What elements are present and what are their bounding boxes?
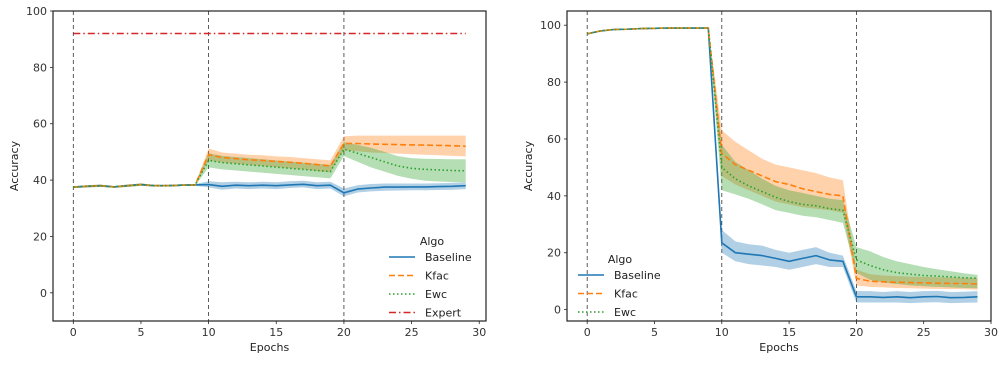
band-ewc xyxy=(587,27,978,289)
ytick-label: 100 xyxy=(540,19,561,32)
legend-entry-ewc: Ewc xyxy=(614,306,636,319)
xtick-label: 5 xyxy=(137,326,144,339)
plot-area xyxy=(586,11,978,321)
ytick-label: 20 xyxy=(547,247,561,260)
chart-panel-2: 0 5 10 15 20 25 30 0 20 40 60 80 100 Epochs Accuracy Al… xyxy=(522,10,998,354)
xtick-label: 20 xyxy=(849,326,863,339)
x-axis-label: Epochs xyxy=(759,341,799,354)
ytick-label: 80 xyxy=(547,76,561,89)
ytick-label: 100 xyxy=(26,5,47,18)
legend-title: Algo xyxy=(608,253,633,266)
legend-entry-kfac: Kfac xyxy=(425,270,449,283)
legend-entry-kfac: Kfac xyxy=(614,288,638,301)
chart-panel-1: 0 5 10 15 20 25 30 0 20 40 60 80 100 Epochs Accuracy Al… xyxy=(8,5,487,354)
xtick-label: 15 xyxy=(782,326,796,339)
xtick-label: 0 xyxy=(584,326,591,339)
xtick-label: 25 xyxy=(405,326,419,339)
xtick-label: 5 xyxy=(651,326,658,339)
band-kfac xyxy=(587,27,978,290)
legend: Algo Baseline Kfac Ewc Expert xyxy=(389,235,472,320)
plot-area xyxy=(72,11,466,321)
band-kfac xyxy=(73,135,466,188)
y-axis-label: Accuracy xyxy=(522,140,535,191)
band-ewc xyxy=(73,142,466,188)
xtick-label: 0 xyxy=(70,326,77,339)
legend-title: Algo xyxy=(420,235,445,248)
band-baseline xyxy=(587,27,978,304)
xtick-label: 10 xyxy=(202,326,216,339)
line-kfac xyxy=(587,27,978,285)
legend-entry-baseline: Baseline xyxy=(425,251,472,264)
xtick-label: 30 xyxy=(984,326,998,339)
ytick-label: 60 xyxy=(33,118,47,131)
axes-frame xyxy=(566,10,992,322)
legend-entry-ewc: Ewc xyxy=(425,288,447,301)
legend-entry-expert: Expert xyxy=(425,307,462,320)
ytick-label: 0 xyxy=(40,287,47,300)
band-baseline xyxy=(73,180,466,197)
line-ewc xyxy=(587,27,978,280)
xtick-label: 15 xyxy=(269,326,283,339)
xtick-label: 10 xyxy=(715,326,729,339)
axes-frame xyxy=(52,10,487,322)
ytick-label: 80 xyxy=(33,61,47,74)
xtick-label: 30 xyxy=(472,326,486,339)
xtick-label: 20 xyxy=(337,326,351,339)
x-axis-label: Epochs xyxy=(250,341,290,354)
xtick-label: 25 xyxy=(917,326,931,339)
ytick-label: 40 xyxy=(547,190,561,203)
ytick-label: 20 xyxy=(33,230,47,243)
ytick-label: 40 xyxy=(33,174,47,187)
legend-entry-baseline: Baseline xyxy=(614,269,661,282)
ytick-label: 60 xyxy=(547,133,561,146)
ytick-label: 0 xyxy=(554,304,561,317)
y-axis-label: Accuracy xyxy=(8,140,21,191)
legend: Algo Baseline Kfac Ewc xyxy=(578,253,661,319)
line-kfac xyxy=(73,142,466,188)
